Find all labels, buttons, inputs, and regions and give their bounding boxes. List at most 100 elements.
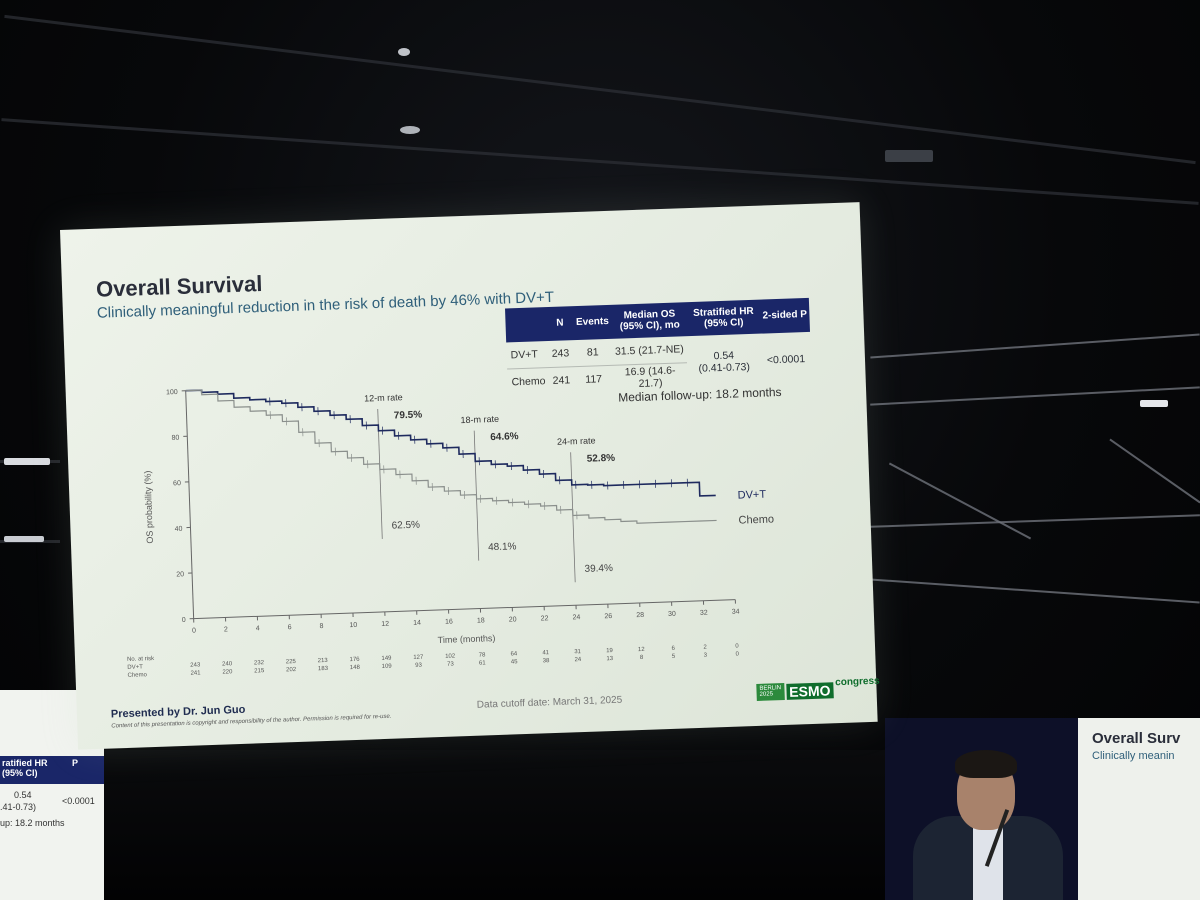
ceiling-truss bbox=[888, 462, 1032, 540]
side-screen-right: Overall Surv Clinically meanin bbox=[885, 718, 1200, 900]
side-slide: Overall Surv Clinically meanin bbox=[1078, 718, 1200, 900]
table-header-cell: Events bbox=[575, 316, 610, 329]
rate-label: 24-m rate bbox=[557, 435, 596, 446]
at-risk-dvt-count: 149 bbox=[381, 656, 392, 662]
at-risk-chemo-count: 93 bbox=[415, 663, 423, 669]
at-risk-dvt-count: 243 bbox=[190, 662, 201, 668]
y-tick-label: 100 bbox=[166, 389, 178, 396]
x-tick-label: 16 bbox=[445, 619, 453, 626]
main-projection-screen: Overall Survival Clinically meaningful r… bbox=[60, 202, 880, 750]
at-risk-dvt-count: 213 bbox=[318, 658, 329, 664]
ceiling-truss bbox=[870, 514, 1200, 528]
table-header-cell: Stratified HR (95% CI) bbox=[692, 305, 754, 330]
at-risk-chemo-count: 5 bbox=[672, 654, 676, 660]
rate-label: 18-m rate bbox=[460, 414, 499, 425]
chart-legend: DV+T Chemo bbox=[737, 489, 774, 527]
ceiling-light bbox=[4, 536, 44, 542]
table-header-cell: Median OS (95% CI), mo bbox=[619, 308, 681, 333]
y-axis bbox=[185, 390, 195, 619]
table-cell: 81 bbox=[586, 346, 599, 359]
at-risk-dvt-count: 225 bbox=[286, 659, 297, 665]
legend-dvt: DV+T bbox=[737, 489, 766, 502]
logo-word: congress bbox=[834, 675, 880, 688]
chart-series bbox=[185, 389, 717, 524]
esmo-logo: BERLIN 2025 ESMO congress bbox=[756, 675, 880, 701]
rate-lines: 12-m rate 79.5% 62.5% 18-m rate 64.6% 48.1% 24… bbox=[364, 392, 616, 583]
censor-marks bbox=[269, 397, 688, 520]
x-tick-label: 6 bbox=[288, 624, 292, 631]
rate-value-dvt: 52.8% bbox=[587, 453, 616, 465]
side-value: 0.54 bbox=[14, 790, 32, 800]
x-tick-label: 30 bbox=[668, 611, 676, 618]
x-axis-label: Time (months) bbox=[438, 633, 496, 645]
at-risk-dvt-count: 78 bbox=[479, 652, 487, 658]
side-header-text: ratified HR bbox=[2, 758, 48, 768]
at-risk-chemo-count: 73 bbox=[447, 662, 455, 668]
x-tick-label: 0 bbox=[192, 627, 196, 634]
y-tick-label: 80 bbox=[171, 435, 179, 442]
at-risk-dvt-count: 0 bbox=[735, 644, 739, 650]
series-line-dv-t bbox=[185, 389, 716, 497]
presenter-credit: Presented by Dr. Jun Guo bbox=[110, 703, 246, 721]
rate-value-dvt: 79.5% bbox=[394, 409, 423, 421]
at-risk-chemo-count: 148 bbox=[350, 665, 361, 671]
x-tick-label: 14 bbox=[413, 620, 421, 627]
rate-label: 12-m rate bbox=[364, 392, 403, 403]
at-risk-table: No. at riskDV+TChemo24324124022023221522… bbox=[127, 644, 740, 679]
at-risk-chemo-count: 0 bbox=[735, 652, 739, 658]
at-risk-chemo-count: 215 bbox=[254, 668, 265, 674]
y-tick-label: 20 bbox=[176, 571, 184, 578]
at-risk-chemo-count: 241 bbox=[190, 670, 201, 676]
side-header-text: (95% CI) bbox=[2, 768, 38, 778]
at-risk-chemo-count: 8 bbox=[640, 655, 644, 661]
y-ticks: 0 20 40 60 80 100 bbox=[166, 389, 194, 624]
side-value: up: 18.2 months bbox=[0, 818, 65, 828]
slide-title: Overall Survival bbox=[95, 270, 263, 302]
x-tick-label: 18 bbox=[477, 617, 485, 624]
legend-chemo: Chemo bbox=[738, 513, 774, 526]
table-header-cell bbox=[506, 324, 547, 325]
at-risk-chemo-count: 24 bbox=[574, 657, 582, 663]
at-risk-dvt-count: 240 bbox=[222, 661, 233, 667]
side-slide-title: Overall Surv bbox=[1092, 730, 1181, 747]
at-risk-chemo-count: 3 bbox=[704, 653, 708, 659]
rate-line bbox=[570, 452, 576, 583]
x-ticks: 0 2 4 6 8 10 12 14 16 18 20 22 24 26 28 30 32 34 bbox=[192, 599, 740, 635]
ceiling-truss bbox=[1, 118, 1199, 205]
at-risk-chemo-count: 109 bbox=[382, 664, 393, 670]
x-tick-label: 4 bbox=[256, 625, 260, 632]
x-tick-label: 12 bbox=[381, 621, 389, 628]
rate-value-dvt: 64.6% bbox=[490, 431, 519, 443]
side-table-header: ratified HR (95% CI) bbox=[0, 756, 74, 784]
side-table-header: P bbox=[70, 756, 104, 784]
rate-value-chemo: 62.5% bbox=[391, 520, 420, 532]
at-risk-title: No. at risk bbox=[127, 656, 155, 663]
chart-axes bbox=[185, 390, 736, 620]
y-tick-label: 60 bbox=[173, 480, 181, 487]
at-risk-dvt-count: 176 bbox=[349, 657, 360, 663]
at-risk-arm-label: Chemo bbox=[127, 672, 147, 679]
at-risk-dvt-count: 31 bbox=[574, 649, 582, 655]
logo-city-text: 2025 bbox=[759, 691, 774, 699]
ceiling-light bbox=[398, 48, 410, 56]
side-value: .41-0.73) bbox=[0, 802, 37, 812]
x-tick-label: 8 bbox=[319, 623, 323, 630]
y-tick-label: 40 bbox=[175, 526, 183, 533]
at-risk-dvt-count: 2 bbox=[703, 645, 707, 651]
ceiling-truss bbox=[1109, 438, 1200, 504]
at-risk-dvt-count: 127 bbox=[413, 655, 424, 661]
table-header-cell: 2-sided P bbox=[762, 309, 808, 322]
at-risk-chemo-count: 183 bbox=[318, 666, 329, 672]
table-cell: 31.5 (21.7-NE) bbox=[614, 343, 685, 358]
at-risk-dvt-count: 102 bbox=[445, 653, 456, 659]
x-tick-label: 24 bbox=[572, 614, 580, 621]
at-risk-arm-label: DV+T bbox=[127, 664, 143, 671]
x-tick-label: 34 bbox=[732, 609, 740, 616]
logo-city: BERLIN 2025 bbox=[756, 683, 785, 701]
y-tick-label: 0 bbox=[182, 617, 186, 624]
x-tick-label: 10 bbox=[349, 622, 357, 629]
logo-mark: ESMO bbox=[785, 681, 834, 700]
data-cutoff: Data cutoff date: March 31, 2025 bbox=[476, 694, 623, 711]
at-risk-dvt-count: 41 bbox=[542, 650, 550, 656]
